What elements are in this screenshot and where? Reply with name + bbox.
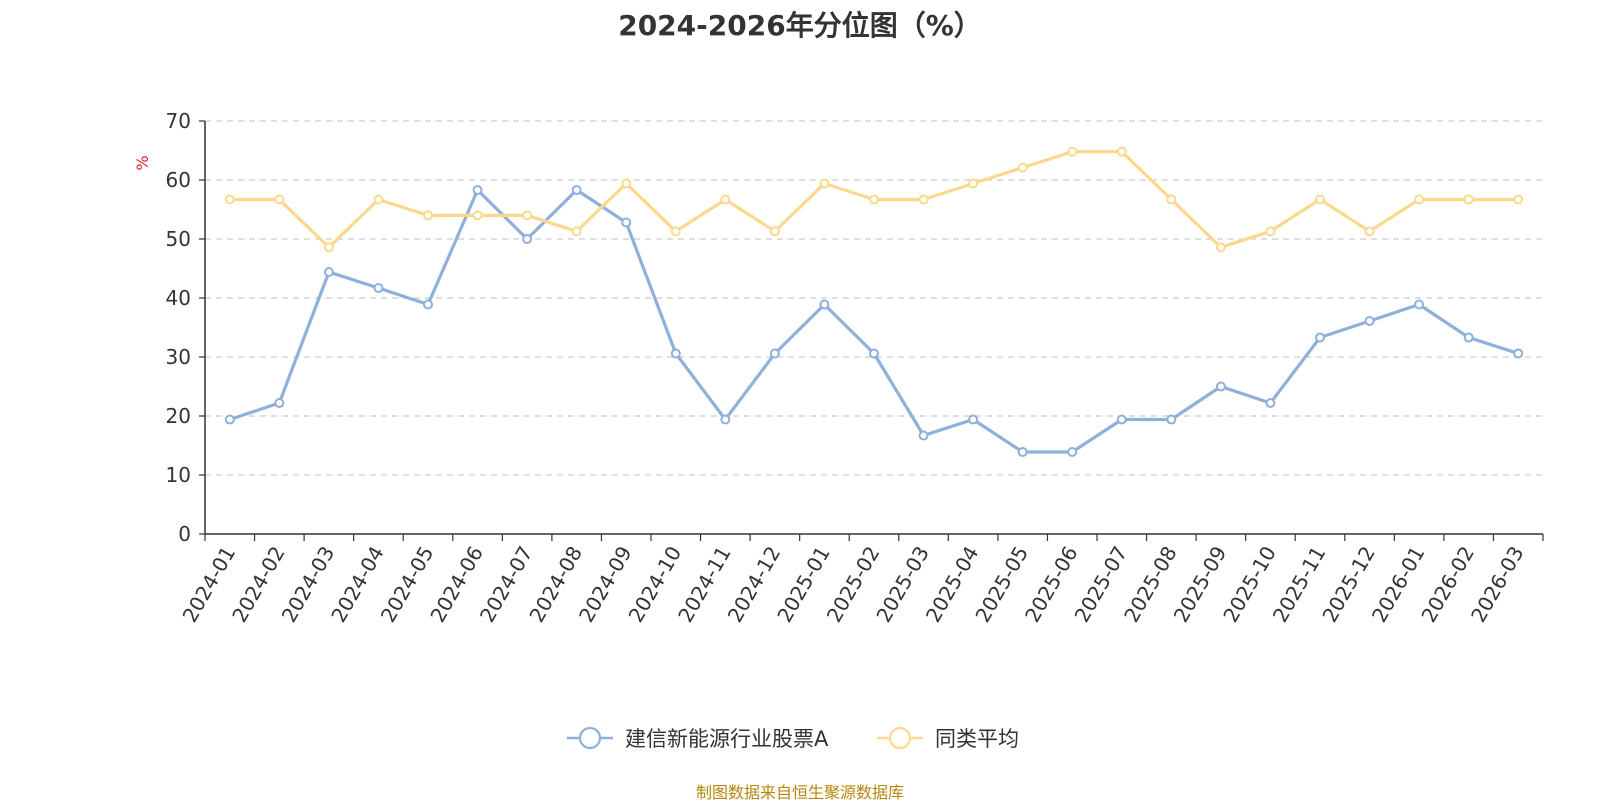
chart-title: 2024-2026年分位图（%） [618,9,982,42]
y-tick-label: 0 [178,522,191,546]
data-point[interactable] [472,185,483,196]
series-line-1 [228,188,1520,454]
data-point[interactable] [1463,194,1474,205]
data-point[interactable] [1215,242,1226,253]
x-axis-ticks: 2024-012024-022024-032024-042024-052024-… [178,534,1544,626]
legend-marker [888,726,912,750]
legend-item-1[interactable]: 建信新能源行业股票A [567,726,829,751]
y-tick-label: 70 [166,109,191,133]
legend-label: 同类平均 [935,727,1019,751]
data-point[interactable] [819,178,830,189]
data-point[interactable] [1364,226,1375,237]
data-point[interactable] [323,267,334,278]
data-point[interactable] [968,178,979,189]
data-point[interactable] [1414,299,1425,310]
data-point[interactable] [571,226,582,237]
data-point[interactable] [1067,146,1078,157]
y-axis-label: % [133,155,152,170]
data-point[interactable] [819,299,830,310]
data-point[interactable] [769,348,780,359]
data-point[interactable] [769,226,780,237]
data-point[interactable] [1364,316,1375,327]
data-point[interactable] [1513,194,1524,205]
data-point[interactable] [571,185,582,196]
data-point[interactable] [1315,332,1325,343]
y-axis-ticks: 0 10 20 30 40 50 60 70 [166,109,205,546]
data-point[interactable] [1116,414,1127,425]
data-point[interactable] [670,226,681,237]
data-point[interactable] [373,282,384,293]
data-point[interactable] [1166,414,1177,425]
data-point[interactable] [869,194,879,205]
data-point[interactable] [621,178,632,189]
data-point[interactable] [274,194,285,205]
data-point[interactable] [274,398,285,409]
data-point[interactable] [720,194,731,205]
data-point[interactable] [522,234,533,244]
y-tick-label: 50 [166,227,191,251]
grid-lines [205,120,1543,476]
data-point[interactable] [968,414,979,425]
data-point[interactable] [224,414,235,425]
data-point[interactable] [621,217,632,228]
data-point[interactable] [373,194,384,205]
data-point[interactable] [1017,446,1028,457]
data-point[interactable] [1166,194,1177,205]
data-point[interactable] [670,348,681,359]
y-tick-label: 40 [166,286,191,310]
series-group [224,146,1524,457]
legend: 建信新能源行业股票A 同类平均 [567,726,1019,751]
data-point[interactable] [869,348,879,359]
data-point[interactable] [1265,226,1276,237]
data-point[interactable] [918,194,929,205]
data-point[interactable] [423,210,433,221]
data-point[interactable] [1116,146,1127,157]
legend-label: 建信新能源行业股票A [625,727,829,751]
y-tick-label: 20 [166,404,191,428]
data-point[interactable] [918,430,929,441]
y-tick-label: 60 [166,168,191,192]
data-point[interactable] [522,210,533,221]
data-point[interactable] [224,194,235,205]
data-point[interactable] [1265,398,1276,409]
data-point[interactable] [720,414,731,425]
legend-marker [578,726,602,750]
data-point[interactable] [1215,381,1226,392]
data-point[interactable] [1315,194,1325,205]
data-point[interactable] [1067,446,1078,457]
y-tick-label: 10 [166,463,191,487]
data-point[interactable] [472,210,483,221]
y-tick-label: 30 [166,345,191,369]
data-point[interactable] [1513,348,1524,359]
axes [204,121,1543,535]
data-point[interactable] [323,242,334,253]
legend-item-2[interactable]: 同类平均 [877,726,1019,751]
data-point[interactable] [1463,332,1474,343]
data-point[interactable] [1414,194,1425,205]
data-point[interactable] [423,299,433,310]
data-point[interactable] [1017,162,1028,173]
data-source-credit: 制图数据来自恒生聚源数据库 [695,783,904,802]
